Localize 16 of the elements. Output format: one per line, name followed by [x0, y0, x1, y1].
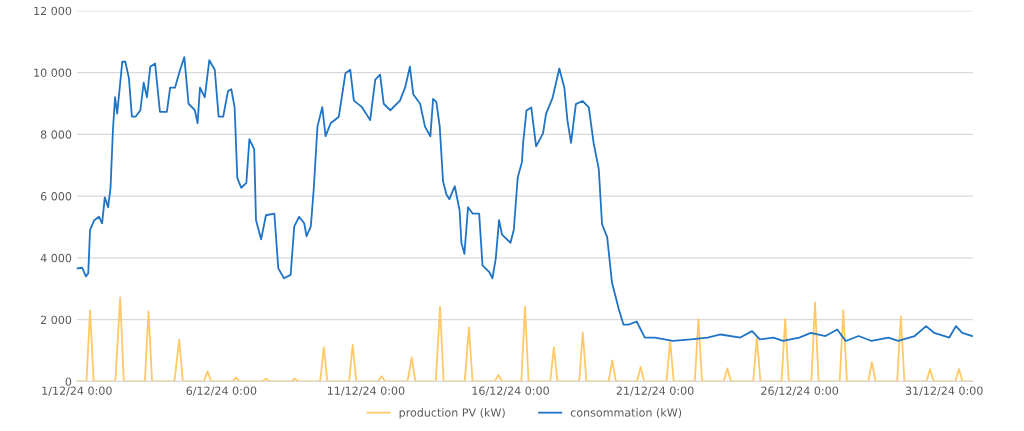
legend-label: production PV (kW) — [399, 408, 505, 419]
y-tick-label: 4 000 — [40, 253, 72, 263]
y-tick-label: 10 000 — [34, 68, 72, 77]
legend-label: consommation (kW) — [570, 408, 682, 419]
y-tick-label: 12 000 — [34, 6, 72, 16]
y-tick-label: 6 000 — [40, 192, 72, 201]
x-tick-label: 21/12/24 0:00 — [616, 386, 694, 396]
y-tick-label: 2 000 — [40, 315, 72, 325]
x-tick-label: 16/12/24 0:00 — [472, 386, 549, 396]
x-tick-label: 31/12/24 0:00 — [905, 386, 983, 396]
y-tick-label: 8 000 — [40, 130, 72, 139]
x-tick-label: 11/12/24 0:00 — [327, 386, 405, 396]
x-tick-label: 6/12/24 0:00 — [186, 386, 257, 396]
x-tick-label: 26/12/24 0:00 — [761, 386, 839, 396]
x-tick-label: 1/12/24 0:00 — [42, 386, 112, 396]
y-tick-label: 0 — [65, 377, 72, 386]
